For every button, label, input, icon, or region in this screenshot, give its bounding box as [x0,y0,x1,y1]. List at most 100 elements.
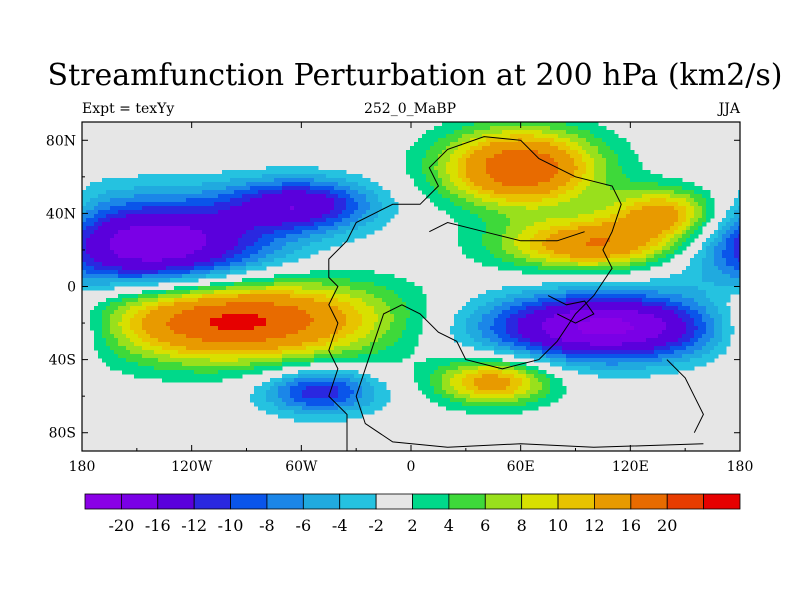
field-cell [310,234,315,239]
field-cell [230,194,235,199]
field-cell [350,342,355,347]
field-cell [114,326,119,331]
field-cell [302,414,307,419]
field-cell [286,222,291,227]
field-cell [130,370,135,375]
field-cell [122,294,127,299]
field-cell [474,246,479,251]
field-cell [346,370,351,375]
field-cell [490,366,495,371]
field-cell [122,370,127,375]
field-cell [310,382,315,387]
field-cell [298,222,303,227]
field-cell [326,342,331,347]
field-cell [254,310,259,315]
field-cell [142,322,147,327]
field-cell [254,254,259,259]
field-cell [330,234,335,239]
field-cell [290,282,295,287]
field-cell [446,402,451,407]
field-cell [246,334,251,339]
field-cell [466,322,471,327]
field-cell [330,306,335,311]
field-cell [406,342,411,347]
field-cell [342,306,347,311]
field-cell [494,230,499,235]
field-cell [198,370,203,375]
field-cell [162,262,167,267]
field-cell [430,134,435,139]
field-cell [298,362,303,367]
field-cell [446,182,451,187]
field-cell [370,330,375,335]
field-cell [130,350,135,355]
field-cell [110,206,115,211]
field-cell [494,294,499,299]
field-cell [382,346,387,351]
field-cell [154,318,159,323]
field-cell [482,374,487,379]
field-cell [302,274,307,279]
field-cell [94,270,99,275]
field-cell [282,218,287,223]
field-cell [350,206,355,211]
field-cell [274,246,279,251]
field-cell [334,234,339,239]
field-cell [218,230,223,235]
field-cell [438,194,443,199]
field-cell [166,354,171,359]
field-cell [366,394,371,399]
field-cell [470,218,475,223]
field-cell [166,270,171,275]
field-cell [170,290,175,295]
field-cell [438,374,443,379]
field-cell [162,302,167,307]
field-cell [282,246,287,251]
field-cell [126,230,131,235]
field-cell [338,306,343,311]
field-cell [418,310,423,315]
field-cell [290,250,295,255]
field-cell [382,282,387,287]
field-cell [238,282,243,287]
field-cell [462,154,467,159]
field-cell [466,174,471,179]
field-cell [282,334,287,339]
field-cell [254,178,259,183]
field-cell [366,338,371,343]
field-cell [134,342,139,347]
field-cell [130,346,135,351]
field-cell [278,402,283,407]
field-cell [470,306,475,311]
field-cell [434,190,439,195]
field-cell [446,186,451,191]
field-cell [282,326,287,331]
field-cell [370,378,375,383]
field-cell [246,286,251,291]
field-cell [178,358,183,363]
field-cell [198,330,203,335]
field-cell [454,218,459,223]
field-cell [326,346,331,351]
field-cell [454,394,459,399]
field-cell [386,314,391,319]
field-cell [422,374,427,379]
field-cell [330,318,335,323]
field-cell [270,338,275,343]
field-cell [454,126,459,131]
field-cell [94,206,99,211]
field-cell [478,310,483,315]
field-cell [478,362,483,367]
field-cell [130,198,135,203]
field-cell [174,374,179,379]
field-cell [98,206,103,211]
field-cell [126,326,131,331]
field-cell [314,270,319,275]
field-cell [462,326,467,331]
field-cell [290,226,295,231]
field-cell [254,358,259,363]
field-cell [378,278,383,283]
field-cell [198,350,203,355]
field-cell [362,294,367,299]
field-cell [370,302,375,307]
